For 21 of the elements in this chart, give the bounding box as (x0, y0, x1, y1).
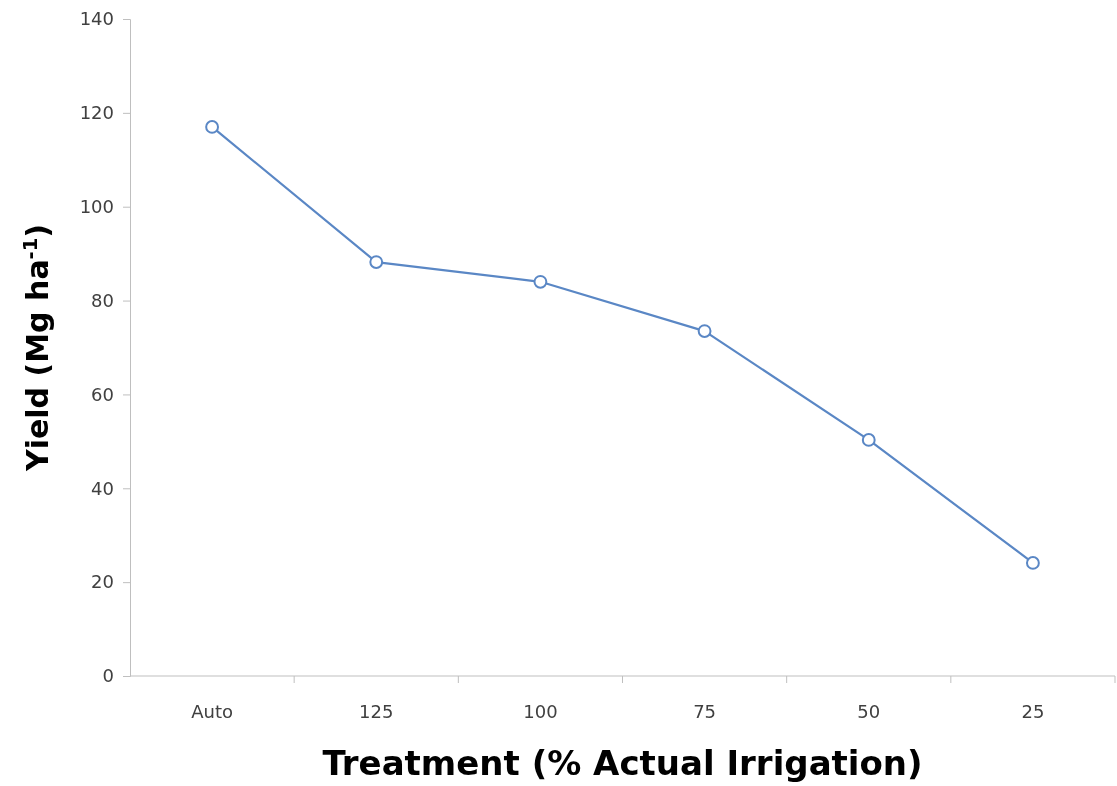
y-tick-label: 100 (79, 195, 114, 217)
x-tick-label: Auto (191, 701, 233, 722)
x-tick-label: 25 (1021, 701, 1045, 722)
y-tick-label: 60 (91, 383, 114, 405)
point (533, 274, 548, 289)
x-tick-label: 50 (857, 701, 881, 722)
point (697, 324, 712, 338)
y-tick-label: 120 (79, 102, 114, 124)
point (369, 255, 384, 269)
point (861, 433, 876, 447)
y-tick-label: 40 (91, 477, 114, 499)
point (205, 120, 219, 134)
y-tick-label: 80 (91, 289, 114, 311)
y-tick-label: 0 (102, 665, 114, 687)
point (1026, 556, 1040, 570)
x-tick-label: 100 (523, 701, 558, 722)
x-axis-title: Treatment (% Actual Irrigation) (322, 743, 923, 783)
y-tick-label: 20 (91, 571, 114, 593)
x-tick-label: 75 (693, 701, 717, 722)
y-tick-label: 140 (79, 8, 114, 30)
x-tick-label: 125 (359, 701, 394, 722)
